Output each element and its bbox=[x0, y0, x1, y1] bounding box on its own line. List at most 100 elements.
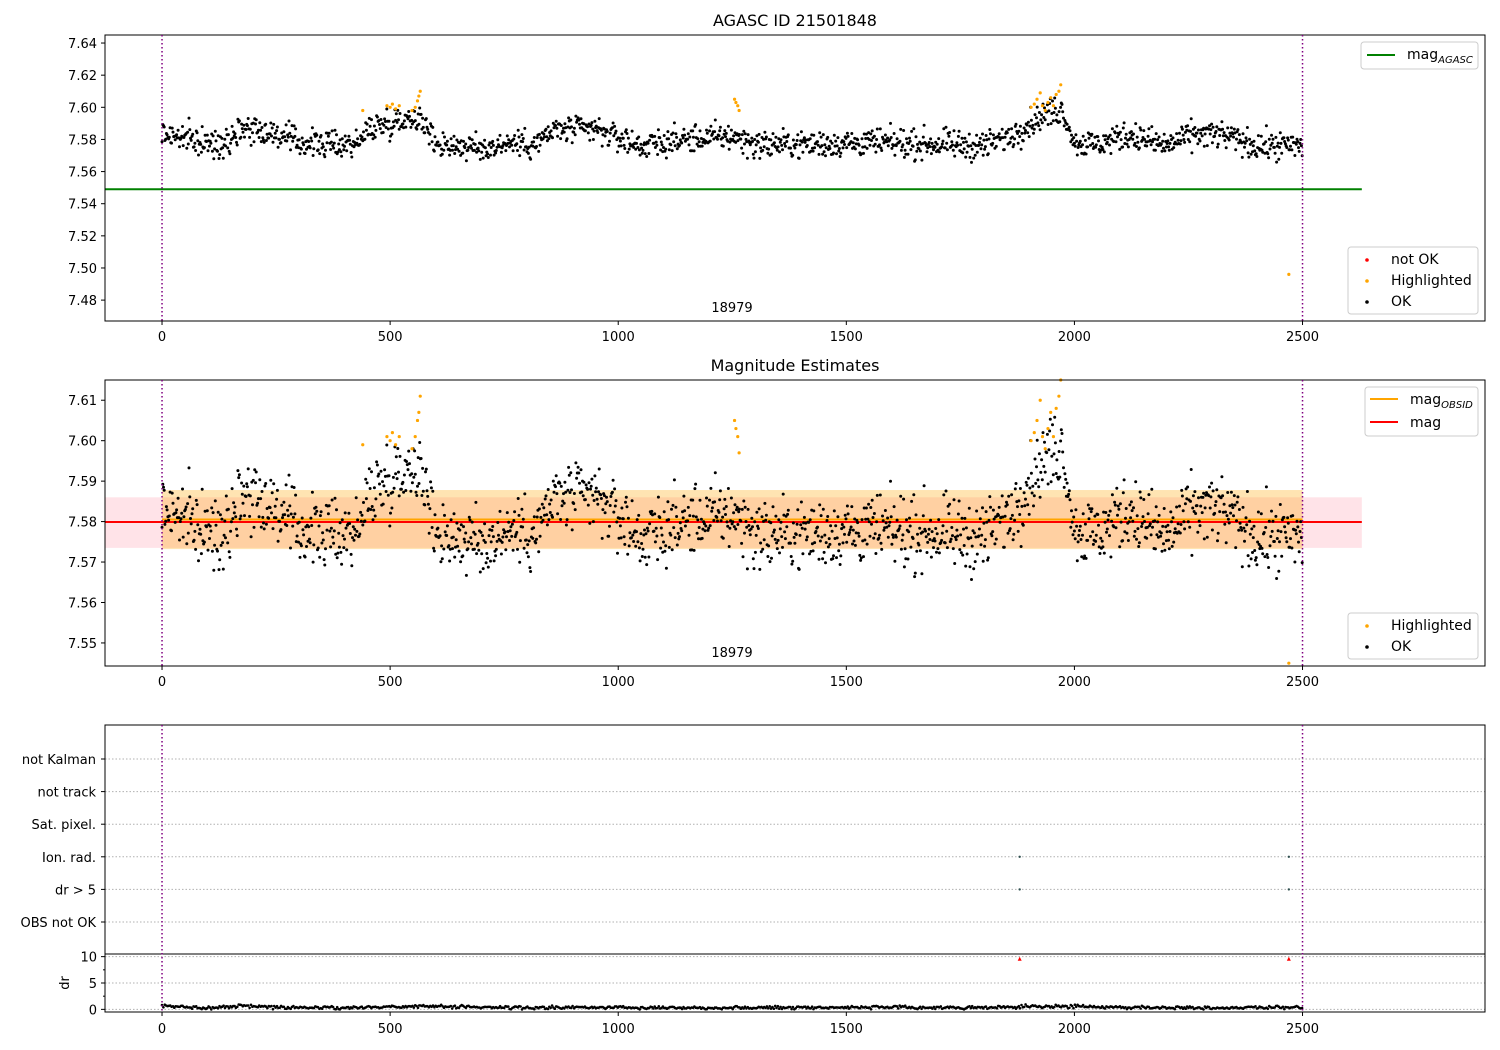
ok-point bbox=[892, 505, 896, 509]
ok-point bbox=[997, 505, 1001, 509]
ok-point bbox=[374, 128, 378, 132]
ok-point bbox=[812, 509, 816, 513]
ok-point bbox=[813, 146, 817, 150]
ok-point bbox=[1065, 481, 1069, 485]
ok-point bbox=[989, 132, 992, 136]
ok-point bbox=[1229, 134, 1233, 138]
ok-point bbox=[569, 471, 573, 475]
ok-point bbox=[470, 138, 474, 142]
ok-point bbox=[1267, 156, 1271, 160]
ok-point bbox=[747, 524, 751, 527]
ok-point bbox=[397, 470, 400, 474]
ok-point bbox=[1121, 126, 1125, 130]
ok-point bbox=[891, 535, 895, 539]
ok-point bbox=[416, 484, 419, 488]
ok-point bbox=[699, 517, 703, 521]
ok-point bbox=[516, 128, 520, 132]
ok-point bbox=[305, 545, 308, 548]
ok-point bbox=[1191, 506, 1195, 510]
ok-point bbox=[252, 140, 256, 144]
ok-point bbox=[618, 139, 622, 143]
ok-point bbox=[262, 138, 265, 142]
ok-point bbox=[594, 486, 598, 490]
ok-point bbox=[601, 133, 605, 137]
ok-point bbox=[567, 116, 571, 120]
ok-point bbox=[975, 552, 979, 556]
ok-point bbox=[961, 553, 965, 557]
ok-point bbox=[332, 529, 336, 533]
ok-point bbox=[1138, 126, 1142, 130]
dr-point bbox=[449, 1004, 453, 1008]
ok-point bbox=[666, 130, 670, 134]
ok-point bbox=[1039, 470, 1043, 474]
ok-point bbox=[1035, 105, 1039, 109]
ok-point bbox=[552, 126, 556, 130]
ok-point bbox=[1265, 553, 1269, 556]
ok-point bbox=[753, 520, 757, 524]
ok-point bbox=[1072, 141, 1076, 145]
ok-point bbox=[704, 139, 708, 143]
ok-point bbox=[574, 461, 578, 465]
ok-point bbox=[291, 524, 295, 528]
ok-point bbox=[924, 529, 927, 533]
ok-point bbox=[1162, 507, 1166, 510]
dr-outlier-marker bbox=[1286, 956, 1291, 961]
ok-point bbox=[414, 490, 418, 494]
ok-point bbox=[1247, 564, 1251, 568]
ok-point bbox=[1145, 144, 1149, 148]
x-tick-label: 500 bbox=[378, 330, 403, 345]
ok-point bbox=[294, 493, 298, 497]
ok-point bbox=[759, 146, 763, 150]
ok-point bbox=[259, 525, 263, 529]
ok-point bbox=[910, 499, 914, 503]
ok-point bbox=[1223, 522, 1227, 526]
ok-point bbox=[1246, 554, 1250, 558]
ok-point bbox=[984, 510, 988, 514]
ok-point bbox=[196, 523, 200, 527]
ok-point bbox=[246, 467, 250, 471]
ok-point bbox=[257, 515, 261, 519]
ok-point bbox=[467, 146, 471, 149]
ok-point bbox=[337, 545, 341, 549]
dr-point bbox=[934, 1007, 937, 1011]
ok-point bbox=[421, 489, 425, 493]
ok-point bbox=[1247, 155, 1251, 159]
ok-point bbox=[678, 521, 682, 525]
ok-point bbox=[778, 527, 782, 531]
ok-point bbox=[802, 521, 806, 525]
highlighted-point bbox=[1038, 91, 1042, 95]
ok-point bbox=[860, 518, 864, 522]
ok-point bbox=[726, 487, 730, 490]
ok-point bbox=[510, 143, 514, 147]
ok-point bbox=[843, 513, 847, 517]
ok-point bbox=[1211, 125, 1215, 129]
ok-point bbox=[909, 148, 913, 152]
dr-point bbox=[1018, 1007, 1022, 1010]
ok-point bbox=[973, 153, 977, 157]
ok-point bbox=[416, 456, 420, 460]
ok-point bbox=[259, 140, 263, 144]
ok-point bbox=[838, 155, 842, 158]
ok-point bbox=[1104, 134, 1108, 138]
ok-point bbox=[192, 145, 196, 149]
ok-point bbox=[756, 140, 760, 144]
ok-point bbox=[608, 131, 612, 135]
ok-point bbox=[678, 535, 681, 539]
ok-point bbox=[518, 145, 522, 149]
ok-point bbox=[782, 513, 786, 517]
ok-point bbox=[965, 150, 969, 154]
ok-point bbox=[826, 545, 830, 549]
ok-point bbox=[734, 527, 738, 531]
highlighted-point bbox=[413, 105, 417, 109]
ok-point bbox=[1024, 497, 1027, 501]
ok-point bbox=[973, 560, 977, 564]
ok-point bbox=[724, 513, 727, 516]
ok-point bbox=[385, 107, 389, 111]
ok-point bbox=[326, 512, 330, 516]
ok-point bbox=[568, 491, 572, 494]
ok-point bbox=[1061, 110, 1065, 114]
ok-point bbox=[1121, 145, 1125, 149]
ok-point bbox=[226, 133, 230, 137]
ok-point bbox=[1220, 475, 1224, 479]
dr-point bbox=[767, 1007, 770, 1010]
